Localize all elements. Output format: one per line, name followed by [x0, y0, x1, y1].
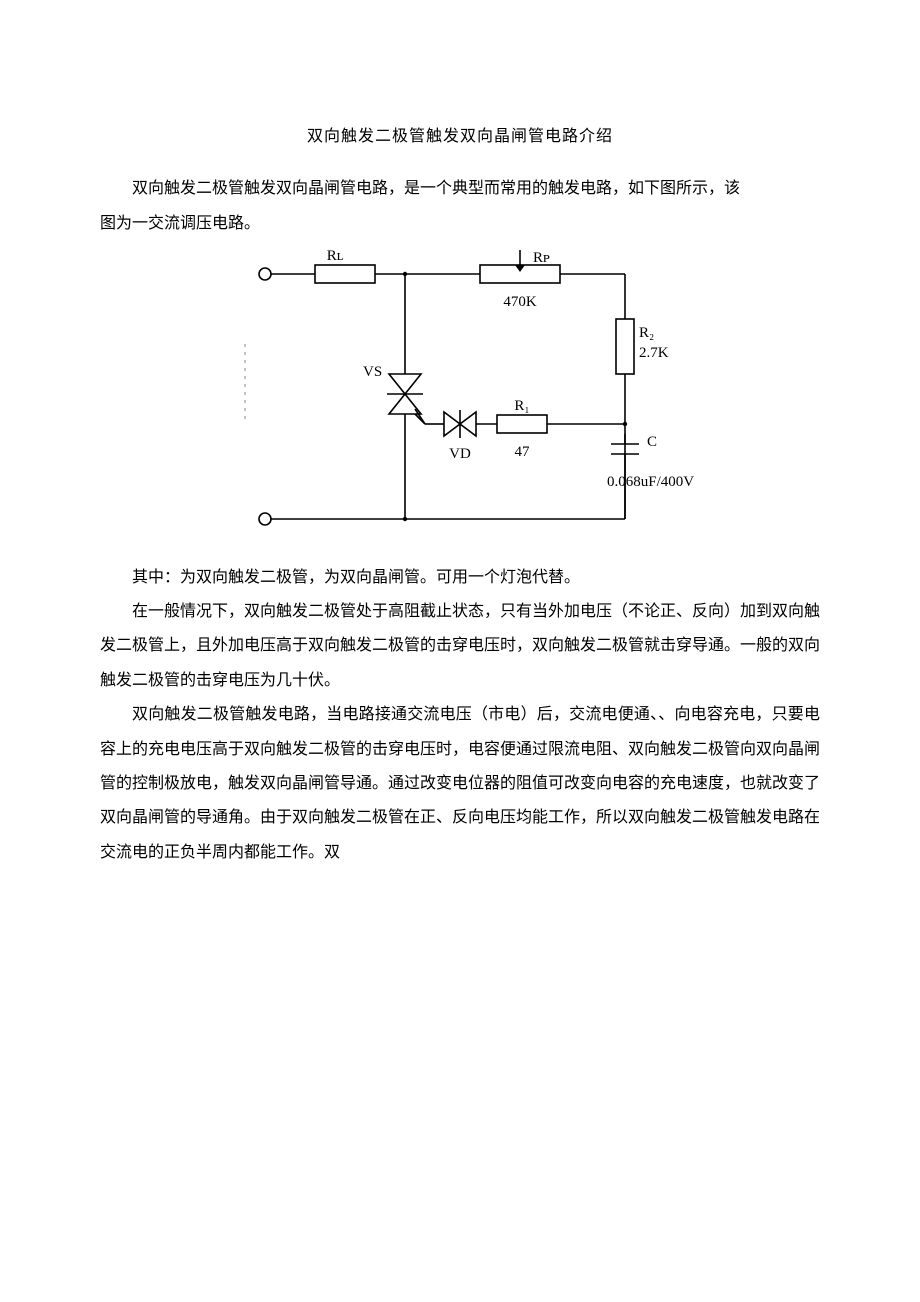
- svg-text:C: C: [647, 434, 657, 450]
- svg-text:VD: VD: [449, 446, 471, 462]
- circuit-svg: Rʟ 470K Rᴘ R₂ 2.7K C 0.068uF/400V R₁ 47 VD VS: [225, 249, 695, 539]
- svg-text:R₂: R₂: [639, 325, 654, 341]
- svg-text:VS: VS: [363, 364, 382, 380]
- svg-text:2.7K: 2.7K: [639, 345, 669, 361]
- svg-text:R₁: R₁: [514, 398, 529, 414]
- svg-text:0.068uF/400V: 0.068uF/400V: [607, 474, 694, 490]
- document-page: 双向触发二极管触发双向晶闸管电路介绍 双向触发二极管触发双向晶闸管电路，是一个典…: [0, 0, 920, 930]
- paragraph-1b: 图为一交流调压电路。: [100, 207, 820, 241]
- circuit-diagram: Rʟ 470K Rᴘ R₂ 2.7K C 0.068uF/400V R₁ 47 VD VS: [100, 249, 820, 552]
- paragraph-4: 双向触发二极管触发电路，当电路接通交流电压（市电）后，交流电便通、、向电容充电，…: [100, 698, 820, 870]
- svg-text:47: 47: [515, 444, 531, 460]
- svg-text:Rʟ: Rʟ: [327, 249, 343, 264]
- paragraph-2: 其中：为双向触发二极管，为双向晶闸管。可用一个灯泡代替。: [100, 561, 820, 595]
- paragraph-3: 在一般情况下，双向触发二极管处于高阻截止状态，只有当外加电压（不论正、反向）加到…: [100, 595, 820, 698]
- document-title: 双向触发二极管触发双向晶闸管电路介绍: [100, 120, 820, 154]
- paragraph-1: 双向触发二极管触发双向晶闸管电路，是一个典型而常用的触发电路，如下图所示，该: [100, 172, 820, 206]
- svg-text:Rᴘ: Rᴘ: [533, 250, 550, 266]
- svg-text:470K: 470K: [503, 294, 537, 310]
